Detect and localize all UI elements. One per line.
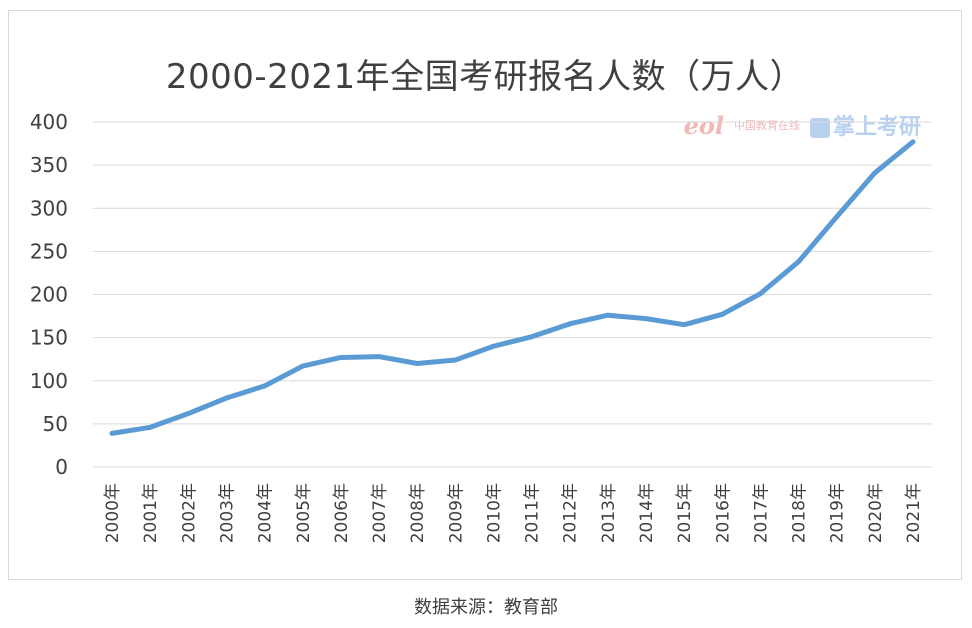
watermark-eol-logo: eol — [683, 110, 724, 140]
series-line — [109, 139, 916, 436]
x-tick-label: 2011年 — [523, 483, 543, 543]
watermark-brand-text: 掌上考研 — [832, 115, 921, 140]
data-point — [529, 334, 534, 340]
y-tick-label: 100 — [30, 369, 68, 393]
y-tick-label: 0 — [55, 455, 68, 479]
data-point — [834, 214, 840, 220]
data-point — [643, 316, 649, 322]
data-point — [185, 411, 191, 416]
data-point — [910, 139, 916, 145]
data-point — [147, 424, 153, 430]
x-tick-label: 2015年 — [675, 483, 695, 543]
x-tick-label: 2019年 — [828, 483, 848, 543]
line-chart: 0 50 100 150 200 250 300 350 400 2000年 2001年 2002年 2… — [30, 110, 932, 543]
x-tick-label: 2013年 — [599, 483, 619, 543]
y-tick-label: 300 — [30, 196, 68, 220]
x-tick-label: 2021年 — [904, 483, 924, 543]
data-point — [262, 383, 268, 389]
y-tick-label: 350 — [30, 153, 68, 177]
x-tick-label: 2018年 — [790, 483, 810, 543]
x-tick-label: 2006年 — [332, 483, 352, 543]
data-point — [414, 361, 420, 366]
data-point — [491, 343, 496, 349]
x-tick-label: 2009年 — [446, 483, 466, 543]
data-point — [681, 322, 687, 328]
x-tick-label: 2007年 — [370, 483, 390, 543]
y-tick-label: 250 — [30, 239, 68, 263]
y-tick-label: 50 — [43, 412, 68, 436]
x-tick-label: 2004年 — [256, 483, 276, 543]
data-point — [719, 311, 725, 317]
data-point — [757, 291, 763, 297]
x-tick-label: 2012年 — [561, 483, 581, 543]
x-tick-label: 2016年 — [713, 483, 733, 543]
x-tick-label: 2020年 — [866, 483, 886, 543]
data-point — [872, 170, 878, 176]
watermark-brand: 掌上考研 — [809, 109, 921, 141]
x-tick-label: 2017年 — [751, 483, 771, 543]
data-point — [338, 355, 344, 360]
brand-logo-icon — [809, 118, 830, 138]
y-tick-label: 400 — [30, 110, 68, 134]
data-point — [567, 321, 573, 327]
y-tick-label: 200 — [30, 283, 68, 307]
data-point — [300, 363, 306, 369]
data-point — [224, 395, 229, 401]
chart-title: 2000-2021年全国考研报名人数（万人） — [165, 57, 805, 97]
x-tick-label: 2001年 — [141, 483, 161, 543]
data-point — [796, 259, 801, 265]
x-tick-label: 2005年 — [294, 483, 314, 543]
x-tick-label: 2008年 — [408, 483, 428, 543]
x-tick-label: 2000年 — [103, 483, 123, 543]
data-point — [109, 430, 115, 436]
data-point — [376, 354, 382, 359]
x-tick-label: 2014年 — [637, 483, 657, 543]
x-tick-label: 2003年 — [217, 483, 237, 543]
data-point — [605, 312, 611, 318]
data-source-note: 数据来源：教育部 — [414, 597, 558, 618]
data-point — [452, 357, 458, 363]
y-tick-label: 150 — [30, 326, 68, 350]
x-tick-label: 2002年 — [179, 483, 199, 543]
x-tick-label: 2010年 — [484, 483, 504, 543]
